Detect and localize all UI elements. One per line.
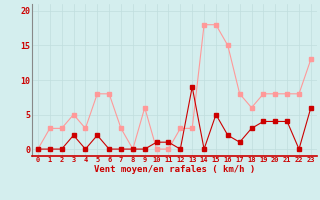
X-axis label: Vent moyen/en rafales ( km/h ): Vent moyen/en rafales ( km/h ): [94, 165, 255, 174]
